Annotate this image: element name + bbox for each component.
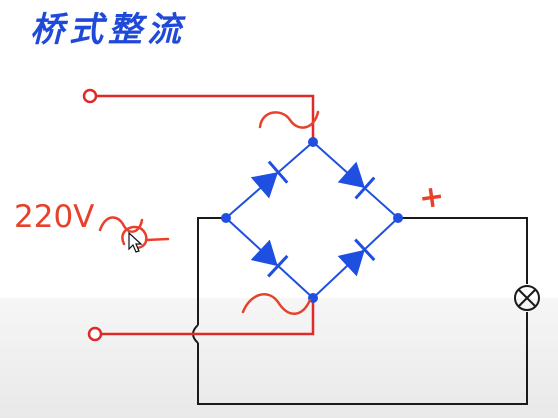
mouse-pointer-icon	[128, 231, 143, 253]
ac-tilde-input	[98, 216, 144, 233]
annotation-circle	[121, 225, 148, 250]
annotation-dash	[144, 237, 170, 242]
output-wire-bottom	[197, 312, 528, 405]
output-wire-left	[197, 217, 226, 325]
ac-tilde-top	[258, 110, 320, 129]
background-band	[0, 298, 558, 418]
junction-node-top	[308, 137, 318, 147]
ac-tilde-bottom	[241, 293, 312, 315]
positive-output-label: +	[416, 178, 447, 217]
junction-node-right	[393, 213, 403, 223]
output-wire-top	[398, 217, 528, 284]
load-circuit	[192, 217, 528, 405]
input-terminal-top[interactable]	[82, 88, 98, 104]
lamp-icon	[514, 285, 540, 311]
ac-input-wires	[82, 88, 315, 342]
voltage-label: 220V	[14, 199, 95, 235]
junction-node-left	[221, 213, 231, 223]
page-title: 桥式整流	[30, 10, 186, 50]
input-wire-top	[96, 94, 315, 142]
input-wire-bottom	[102, 298, 315, 336]
handwritten-annotations	[98, 110, 320, 315]
input-terminal-bottom[interactable]	[87, 326, 103, 342]
diode-bridge	[221, 137, 403, 303]
